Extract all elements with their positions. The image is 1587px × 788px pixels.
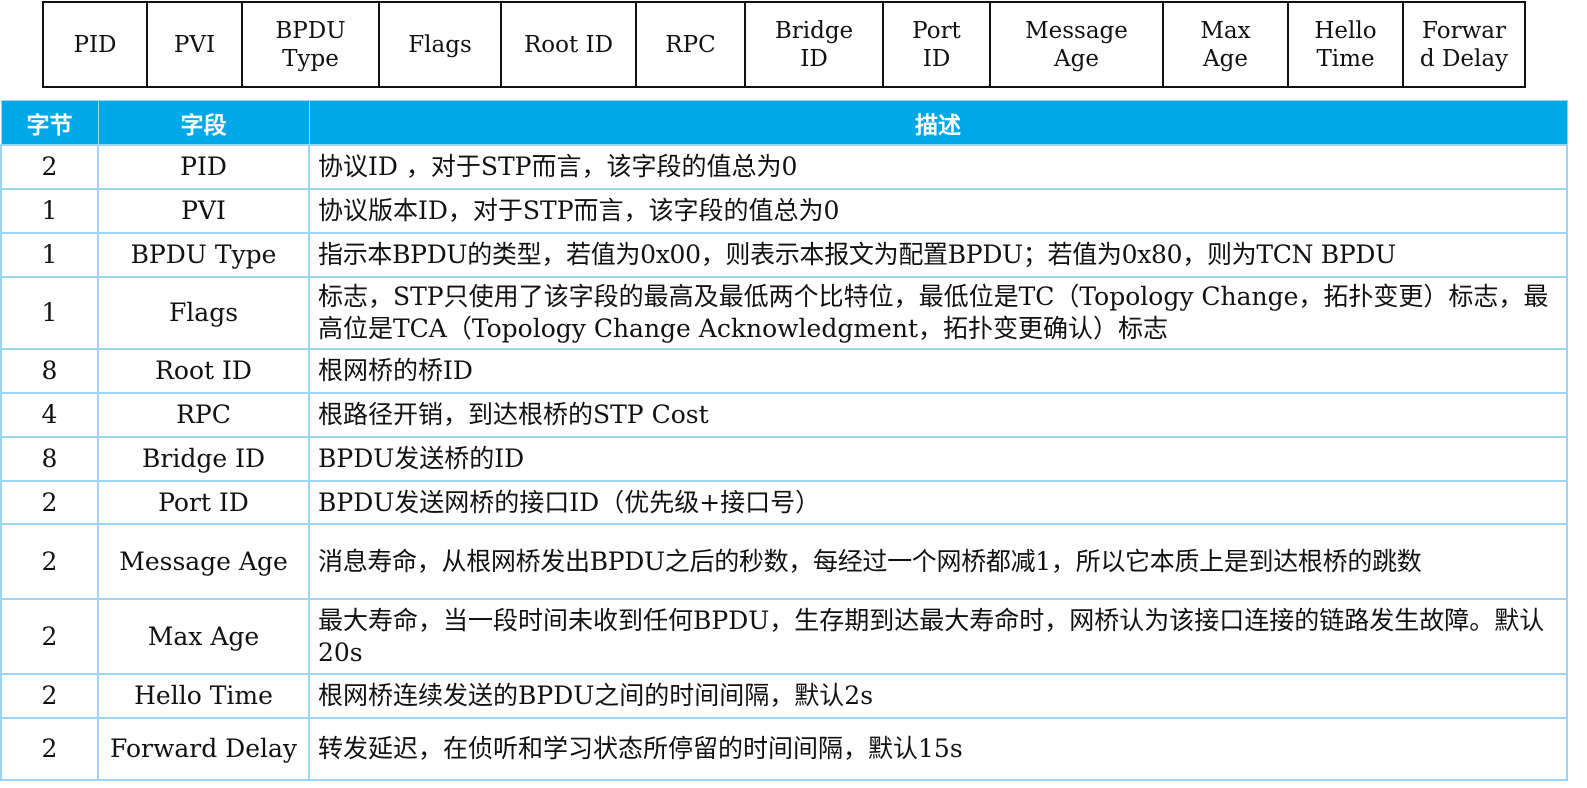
cell-bytes: 1 bbox=[0, 232, 99, 278]
header-description: 描述 bbox=[308, 100, 1568, 146]
frame-field-rpc: RPC bbox=[635, 1, 746, 88]
frame-field-hello-time: Hello Time bbox=[1287, 1, 1404, 88]
cell-field: Bridge ID bbox=[97, 436, 310, 482]
frame-field-bridge-id: Bridge ID bbox=[744, 1, 884, 88]
table-row: 2 Port ID BPDU发送网桥的接口ID（优先级+接口号） bbox=[0, 480, 1568, 525]
table-row: 8 Bridge ID BPDU发送桥的ID bbox=[0, 436, 1568, 482]
cell-field: PVI bbox=[97, 188, 310, 234]
frame-field-label: Bridge ID bbox=[774, 17, 854, 72]
cell-bytes: 1 bbox=[0, 188, 99, 234]
header-field: 字段 bbox=[97, 100, 310, 146]
cell-description: 根路径开销，到达根桥的STP Cost bbox=[308, 392, 1568, 438]
cell-field: Port ID bbox=[97, 480, 310, 525]
table-row: 4 RPC 根路径开销，到达根桥的STP Cost bbox=[0, 392, 1568, 438]
table-header-row: 字节 字段 描述 bbox=[0, 100, 1568, 146]
cell-field: Hello Time bbox=[97, 673, 310, 719]
table-row: 1 Flags 标志，STP只使用了该字段的最高及最低两个比特位，最低位是TC（… bbox=[0, 276, 1568, 350]
cell-bytes: 2 bbox=[0, 598, 99, 675]
cell-description: 消息寿命，从根网桥发出BPDU之后的秒数，每经过一个网桥都减1，所以它本质上是到… bbox=[308, 523, 1568, 600]
cell-description: 根网桥连续发送的BPDU之间的时间间隔，默认2s bbox=[308, 673, 1568, 719]
cell-bytes: 2 bbox=[0, 717, 99, 781]
cell-description: 最大寿命，当一段时间未收到任何BPDU，生存期到达最大寿命时，网桥认为该接口连接… bbox=[308, 598, 1568, 675]
cell-bytes: 2 bbox=[0, 523, 99, 600]
frame-field-pvi: PVI bbox=[146, 1, 243, 88]
cell-description: 标志，STP只使用了该字段的最高及最低两个比特位，最低位是TC（Topology… bbox=[308, 276, 1568, 350]
cell-field: Flags bbox=[97, 276, 310, 350]
cell-description: BPDU发送网桥的接口ID（优先级+接口号） bbox=[308, 480, 1568, 525]
cell-field: Root ID bbox=[97, 348, 310, 394]
frame-field-port-id: Port ID bbox=[882, 1, 991, 88]
frame-field-root-id: Root ID bbox=[500, 1, 637, 88]
cell-field: PID bbox=[97, 144, 310, 190]
cell-bytes: 2 bbox=[0, 673, 99, 719]
table-row: 1 BPDU Type 指示本BPDU的类型，若值为0x00，则表示本报文为配置… bbox=[0, 232, 1568, 278]
frame-field-label: Forwar d Delay bbox=[1419, 17, 1509, 72]
table-row: 2 PID 协议ID ，对于STP而言，该字段的值总为0 bbox=[0, 144, 1568, 190]
cell-bytes: 4 bbox=[0, 392, 99, 438]
cell-description: 协议版本ID，对于STP而言，该字段的值总为0 bbox=[308, 188, 1568, 234]
cell-bytes: 2 bbox=[0, 144, 99, 190]
table-row: 2 Forward Delay 转发延迟，在侦听和学习状态所停留的时间间隔，默认… bbox=[0, 717, 1568, 781]
frame-field-label: Max Age bbox=[1200, 17, 1251, 72]
table-row: 2 Message Age 消息寿命，从根网桥发出BPDU之后的秒数，每经过一个… bbox=[0, 523, 1568, 600]
cell-bytes: 8 bbox=[0, 436, 99, 482]
frame-field-forward-delay: Forwar d Delay bbox=[1402, 1, 1526, 88]
frame-row: PID PVI BPDU Type Flags Root ID RPC Brid… bbox=[42, 1, 1526, 88]
cell-description: 协议ID ，对于STP而言，该字段的值总为0 bbox=[308, 144, 1568, 190]
table-row: 8 Root ID 根网桥的桥ID bbox=[0, 348, 1568, 394]
bpdu-field-description-table: 字节 字段 描述 2 PID 协议ID ，对于STP而言，该字段的值总为0 1 … bbox=[0, 100, 1568, 781]
frame-field-label: Message Age bbox=[1025, 17, 1128, 72]
cell-bytes: 1 bbox=[0, 276, 99, 350]
frame-field-label: Port ID bbox=[912, 17, 961, 72]
frame-field-bpdu-type: BPDU Type bbox=[241, 1, 380, 88]
cell-bytes: 2 bbox=[0, 480, 99, 525]
cell-bytes: 8 bbox=[0, 348, 99, 394]
table-row: 1 PVI 协议版本ID，对于STP而言，该字段的值总为0 bbox=[0, 188, 1568, 234]
cell-field: Forward Delay bbox=[97, 717, 310, 781]
cell-description: 指示本BPDU的类型，若值为0x00，则表示本报文为配置BPDU；若值为0x80… bbox=[308, 232, 1568, 278]
frame-field-message-age: Message Age bbox=[989, 1, 1164, 88]
cell-field: Message Age bbox=[97, 523, 310, 600]
cell-field: RPC bbox=[97, 392, 310, 438]
bpdu-frame-format: PID PVI BPDU Type Flags Root ID RPC Brid… bbox=[42, 1, 1526, 88]
cell-description: 转发延迟，在侦听和学习状态所停留的时间间隔，默认15s bbox=[308, 717, 1568, 781]
table-row: 2 Max Age 最大寿命，当一段时间未收到任何BPDU，生存期到达最大寿命时… bbox=[0, 598, 1568, 675]
frame-field-label: BPDU Type bbox=[275, 17, 346, 72]
cell-description: 根网桥的桥ID bbox=[308, 348, 1568, 394]
cell-field: Max Age bbox=[97, 598, 310, 675]
cell-field: BPDU Type bbox=[97, 232, 310, 278]
table-row: 2 Hello Time 根网桥连续发送的BPDU之间的时间间隔，默认2s bbox=[0, 673, 1568, 719]
frame-field-pid: PID bbox=[42, 1, 148, 88]
frame-field-label: Hello Time bbox=[1314, 17, 1377, 72]
frame-field-max-age: Max Age bbox=[1162, 1, 1289, 88]
frame-field-flags: Flags bbox=[378, 1, 502, 88]
cell-description: BPDU发送桥的ID bbox=[308, 436, 1568, 482]
header-bytes: 字节 bbox=[0, 100, 99, 146]
